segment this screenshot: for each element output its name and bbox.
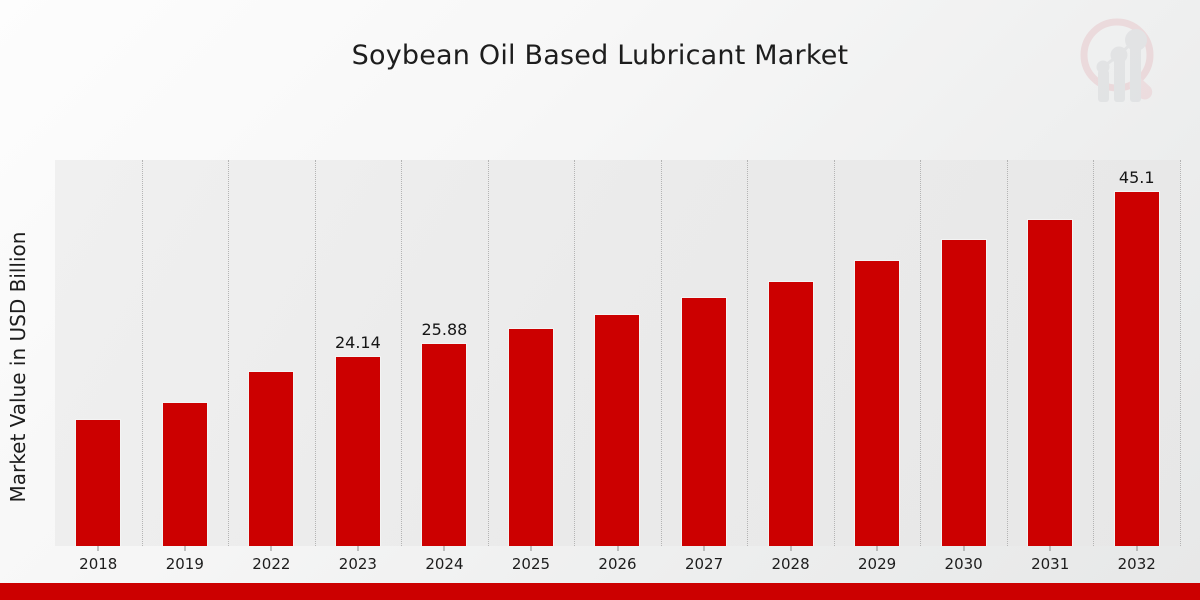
bar[interactable] (1113, 191, 1160, 546)
bar-slot (747, 160, 834, 546)
x-tick-label: 2029 (858, 555, 897, 573)
gridline (920, 160, 922, 546)
gridline (141, 160, 144, 546)
bar-value-label: 25.88 (421, 319, 468, 339)
x-tick-mark (876, 546, 878, 551)
gridline (1093, 160, 1095, 546)
x-tick-mark (530, 546, 532, 551)
gridline (1006, 160, 1009, 546)
bar-slot (1007, 160, 1094, 546)
gridline (1180, 160, 1182, 546)
gridline (487, 160, 490, 546)
bar-slot: 25.88 (401, 160, 488, 546)
bar-slot (228, 160, 315, 546)
bar-value-label: 45.1 (1118, 168, 1155, 188)
bar[interactable] (248, 370, 295, 546)
bar[interactable] (1027, 218, 1074, 546)
x-tick-label: 2024 (425, 555, 464, 573)
x-tick-mark (703, 546, 705, 551)
x-tick-label: 2027 (684, 555, 724, 573)
page-title: Soybean Oil Based Lubricant Market (351, 40, 849, 71)
gridline (314, 160, 317, 546)
x-tick-mark (443, 546, 445, 551)
plot-area: 24.14 25.88 45.1 (55, 160, 1182, 546)
bar[interactable] (75, 418, 122, 546)
bar[interactable] (681, 296, 728, 546)
bar[interactable] (940, 238, 987, 546)
x-tick-label: 2025 (511, 555, 551, 573)
x-tick-label: 2023 (338, 555, 377, 573)
gridline (747, 160, 749, 546)
x-tick-label: 2026 (598, 555, 637, 573)
x-tick-label: 2031 (1031, 555, 1070, 573)
bar[interactable] (507, 328, 554, 546)
bar[interactable] (854, 259, 901, 546)
bar-slot (920, 160, 1007, 546)
bar-slot: 24.14 (315, 160, 402, 546)
x-tick-mark (184, 546, 186, 551)
y-axis-label: Market Value in USD Billion (6, 231, 30, 503)
x-tick-mark (963, 546, 965, 551)
bar-slot (834, 160, 921, 546)
bar-slot (488, 160, 575, 546)
x-axis: 2018 2019 2022 2023 2024 2025 2026 2027 2028 2029… (55, 546, 1180, 580)
bar-slot (661, 160, 748, 546)
x-tick-label: 2032 (1117, 555, 1156, 573)
x-tick-label: 2030 (944, 555, 983, 573)
gridline (228, 160, 230, 546)
x-tick-mark (1136, 546, 1138, 551)
bar-value-label: 24.14 (334, 333, 381, 353)
x-tick-label: 2018 (79, 555, 118, 573)
x-tick-label: 2028 (771, 555, 810, 573)
bar[interactable] (334, 356, 381, 546)
x-tick-mark (1049, 546, 1051, 551)
x-tick-label: 2019 (165, 555, 204, 573)
gridline (833, 160, 836, 546)
x-tick-mark (97, 546, 99, 551)
bar-slot (142, 160, 229, 546)
bar[interactable] (594, 314, 641, 546)
bar-slot (574, 160, 661, 546)
bar[interactable] (767, 281, 814, 546)
x-tick-label: 2022 (252, 555, 291, 573)
gridline (574, 160, 576, 546)
bar-slot (55, 160, 142, 546)
bar[interactable] (421, 342, 468, 546)
gridline (401, 160, 403, 546)
gridline (660, 160, 663, 546)
x-tick-mark (357, 546, 359, 551)
bar[interactable] (161, 402, 208, 546)
x-tick-mark (270, 546, 272, 551)
x-tick-mark (617, 546, 618, 551)
footer-accent-band (0, 583, 1200, 600)
x-tick-mark (790, 546, 792, 551)
bar-slot: 45.1 (1093, 160, 1180, 546)
